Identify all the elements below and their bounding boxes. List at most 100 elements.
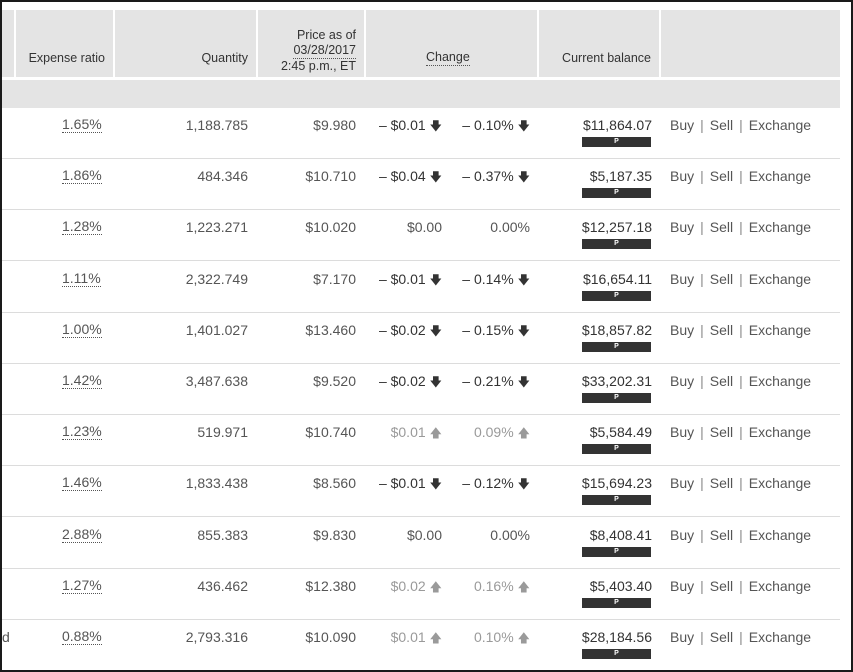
position-badge: P (582, 188, 651, 199)
change-amount: $0.01 🡅 (391, 424, 442, 441)
exchange-link[interactable]: Exchange (748, 475, 812, 492)
price-value: $7.170 (313, 270, 356, 287)
exchange-link[interactable]: Exchange (748, 526, 812, 543)
price-value: $8.560 (313, 475, 356, 492)
header-change-label[interactable]: Change (426, 50, 470, 66)
buy-link[interactable]: Buy (670, 373, 695, 389)
expense-ratio-link[interactable]: 0.88% (62, 628, 102, 645)
change-percent-text: – 0.21% (462, 373, 514, 389)
trade-actions: Buy | Sell | Exchange (670, 527, 811, 543)
quantity-value: 855.383 (197, 526, 248, 543)
sell-link[interactable]: Sell (709, 117, 734, 133)
trade-actions: Buy | Sell | Exchange (670, 322, 811, 338)
change-percent: 0.00% (490, 527, 530, 543)
current-balance-value: $12,257.18 (581, 219, 652, 236)
exchange-link[interactable]: Exchange (748, 629, 812, 645)
exchange-link[interactable]: Exchange (748, 373, 812, 389)
buy-link[interactable]: Buy (670, 629, 695, 645)
current-balance-value: $28,184.56 (581, 629, 652, 645)
change-percent-text: 0.10% (473, 629, 514, 645)
sell-link[interactable]: Sell (709, 577, 734, 594)
exchange-link[interactable]: Exchange (748, 321, 812, 338)
position-badge: P (582, 495, 651, 506)
header-quantity-label: Quantity (201, 51, 248, 65)
exchange-link[interactable]: Exchange (748, 117, 812, 133)
position-badge: P (582, 239, 651, 250)
header-cell-blank-left (2, 10, 14, 77)
buy-link[interactable]: Buy (670, 577, 695, 594)
buy-link[interactable]: Buy (670, 168, 695, 185)
arrow-up-icon: 🡅 (429, 579, 442, 594)
position-badge: P (582, 393, 651, 403)
quantity-value: 484.346 (197, 168, 248, 185)
header-expense-ratio-label: Expense ratio (28, 51, 105, 65)
exchange-link[interactable]: Exchange (748, 219, 812, 236)
exchange-link[interactable]: Exchange (748, 168, 812, 185)
action-separator: | (739, 424, 743, 441)
trade-actions: Buy | Sell | Exchange (670, 271, 811, 287)
expense-ratio-link[interactable]: 1.65% (62, 116, 102, 133)
sell-link[interactable]: Sell (709, 424, 734, 441)
header-price-date[interactable]: 03/28/2017 (293, 43, 356, 59)
current-balance-value: $11,864.07 (582, 117, 652, 133)
expense-ratio-link[interactable]: 1.86% (62, 167, 102, 185)
expense-ratio-link[interactable]: 1.23% (62, 423, 102, 441)
action-separator: | (700, 117, 704, 133)
arrow-up-icon: 🡅 (429, 631, 442, 645)
table-row: 2.88% 855.383 $9.830 $0.00 0.00% $8,408.41 P B… (2, 518, 840, 569)
sell-link[interactable]: Sell (709, 373, 734, 389)
sell-link[interactable]: Sell (709, 270, 734, 287)
action-separator: | (700, 373, 704, 389)
buy-link[interactable]: Buy (670, 321, 695, 338)
table-row: 1.27% 436.462 $12.380 $0.02 🡅 0.16% 🡅 $5,403.40… (2, 569, 840, 620)
current-balance-value: $16,654.11 (582, 270, 652, 287)
arrow-up-icon: 🡅 (517, 579, 530, 594)
sell-link[interactable]: Sell (709, 475, 734, 492)
buy-link[interactable]: Buy (670, 475, 695, 492)
exchange-link[interactable]: Exchange (748, 577, 812, 594)
price-value: $9.980 (313, 117, 356, 133)
table-row: 1.46% 1,833.438 $8.560– $0.01 🡇 – 0.12% 🡇 $15,… (2, 466, 840, 518)
current-balance-value: $8,408.41 (589, 526, 652, 543)
action-separator: | (739, 577, 743, 594)
buy-link[interactable]: Buy (670, 526, 695, 543)
change-amount: – $0.02 🡇 (379, 373, 442, 390)
trade-actions: Buy | Sell | Exchange (670, 475, 811, 491)
sell-link[interactable]: Sell (709, 321, 734, 338)
buy-link[interactable]: Buy (670, 424, 695, 441)
expense-ratio-link[interactable]: 2.88% (62, 525, 102, 543)
change-percent: 0.10% 🡅 (474, 629, 530, 646)
buy-link[interactable]: Buy (670, 270, 695, 287)
action-separator: | (739, 475, 743, 492)
trade-actions: Buy | Sell | Exchange (670, 424, 811, 440)
expense-ratio-link[interactable]: 1.46% (62, 474, 102, 492)
expense-ratio-link[interactable]: 1.27% (62, 576, 102, 594)
change-amount: – $0.02 🡇 (379, 322, 442, 339)
buy-link[interactable]: Buy (670, 219, 695, 236)
action-separator: | (700, 424, 704, 441)
arrow-down-icon: 🡇 (429, 375, 442, 389)
expense-ratio-link[interactable]: 1.28% (62, 218, 102, 236)
sell-link[interactable]: Sell (709, 629, 734, 645)
price-value: $9.520 (313, 373, 356, 389)
change-amount: $0.00 (407, 219, 442, 235)
current-balance-value: $18,857.82 (581, 321, 652, 338)
position-badge: P (582, 597, 651, 608)
change-percent-text: 0.00% (490, 526, 530, 543)
sell-link[interactable]: Sell (709, 168, 734, 185)
expense-ratio-link[interactable]: 1.42% (62, 372, 102, 389)
arrow-down-icon: 🡇 (517, 272, 530, 287)
sell-link[interactable]: Sell (709, 526, 734, 543)
account-group-bar (2, 80, 840, 108)
expense-ratio-link[interactable]: 1.11% (62, 269, 101, 287)
expense-ratio-link[interactable]: 1.00% (62, 320, 102, 338)
price-value: $12.380 (305, 577, 356, 594)
buy-link[interactable]: Buy (670, 117, 695, 133)
sell-link[interactable]: Sell (709, 219, 734, 236)
quantity-value: 519.971 (197, 424, 248, 441)
exchange-link[interactable]: Exchange (748, 424, 812, 441)
change-amount-text: $0.00 (406, 526, 442, 543)
exchange-link[interactable]: Exchange (748, 270, 812, 287)
action-separator: | (700, 219, 704, 236)
